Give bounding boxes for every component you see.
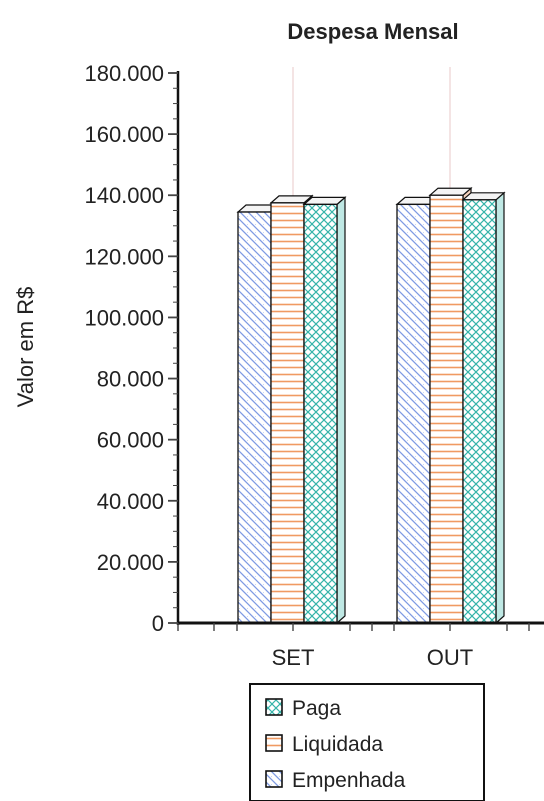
y-tick-label: 60.000: [97, 428, 164, 453]
y-tick-label: 80.000: [97, 367, 164, 392]
y-tick-label: 140.000: [84, 183, 164, 208]
y-tick-label: 40.000: [97, 489, 164, 514]
bars: [236, 186, 506, 625]
legend-box: [249, 683, 485, 801]
y-tick-label: 180.000: [84, 61, 164, 86]
x-tick-label-set: SET: [272, 645, 315, 670]
legend-label-empenhada: Empenhada: [292, 769, 406, 792]
legend-swatch-empenhada: [265, 770, 283, 788]
legend-swatch-liquidada: [265, 734, 283, 752]
legend: Paga Liquidada Empenhada: [249, 683, 485, 801]
bar-paga-set: [302, 196, 347, 625]
chart-title: Despesa Mensal: [287, 19, 458, 44]
bar-paga-out: [461, 191, 506, 625]
y-tick-label: 20.000: [97, 550, 164, 575]
legend-swatch-paga: [265, 698, 283, 716]
y-ticks: 0 20.000 40.000 60.000 80.000 100.000 120.000 1…: [84, 61, 178, 636]
y-tick-label: 100.000: [84, 305, 164, 330]
y-axis-label: Valor em R$: [13, 287, 38, 408]
y-tick-label: 160.000: [84, 122, 164, 147]
legend-label-paga: Paga: [292, 697, 341, 720]
x-ticks: SET OUT: [177, 623, 530, 670]
x-tick-label-out: OUT: [427, 645, 473, 670]
y-tick-label: 0: [152, 611, 164, 636]
y-tick-label: 120.000: [84, 244, 164, 269]
legend-label-liquidada: Liquidada: [292, 733, 383, 756]
